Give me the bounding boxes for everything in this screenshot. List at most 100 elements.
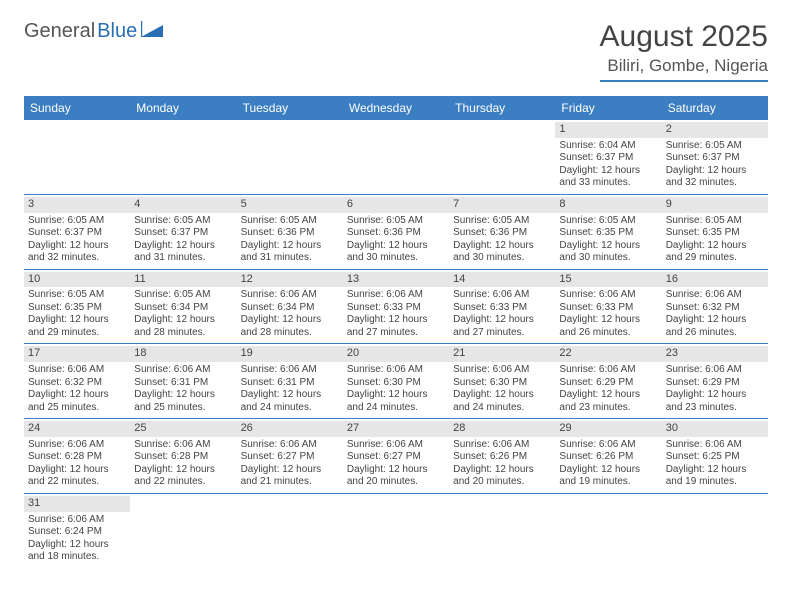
calendar-cell: 27Sunrise: 6:06 AMSunset: 6:27 PMDayligh… [343,419,449,493]
sunrise-text: Sunrise: 6:06 AM [347,439,445,452]
sunset-text: Sunset: 6:30 PM [453,377,551,390]
day-number: 29 [555,421,661,437]
calendar-body: 1Sunrise: 6:04 AMSunset: 6:37 PMDaylight… [24,120,768,568]
sunrise-text: Sunrise: 6:05 AM [666,140,764,153]
calendar-cell: 17Sunrise: 6:06 AMSunset: 6:32 PMDayligh… [24,344,130,418]
calendar-cell: 12Sunrise: 6:06 AMSunset: 6:34 PMDayligh… [237,270,343,344]
calendar: Sunday Monday Tuesday Wednesday Thursday… [24,96,768,568]
sunset-text: Sunset: 6:24 PM [28,526,126,539]
sunrise-text: Sunrise: 6:06 AM [134,364,232,377]
calendar-week: 24Sunrise: 6:06 AMSunset: 6:28 PMDayligh… [24,419,768,494]
daylight-text: Daylight: 12 hours and 21 minutes. [241,464,339,489]
day-number: 27 [343,421,449,437]
sunset-text: Sunset: 6:26 PM [559,451,657,464]
month-title: August 2025 [600,20,768,54]
daylight-text: Daylight: 12 hours and 26 minutes. [559,314,657,339]
sunset-text: Sunset: 6:27 PM [241,451,339,464]
calendar-week: 10Sunrise: 6:05 AMSunset: 6:35 PMDayligh… [24,270,768,345]
weekday-cell: Thursday [449,96,555,120]
calendar-cell: 11Sunrise: 6:05 AMSunset: 6:34 PMDayligh… [130,270,236,344]
daylight-text: Daylight: 12 hours and 29 minutes. [666,240,764,265]
calendar-cell: 31Sunrise: 6:06 AMSunset: 6:24 PMDayligh… [24,494,130,568]
day-number: 16 [662,272,768,288]
calendar-cell: 23Sunrise: 6:06 AMSunset: 6:29 PMDayligh… [662,344,768,418]
calendar-cell: 6Sunrise: 6:05 AMSunset: 6:36 PMDaylight… [343,195,449,269]
calendar-cell: 4Sunrise: 6:05 AMSunset: 6:37 PMDaylight… [130,195,236,269]
weekday-cell: Friday [555,96,661,120]
flag-icon [141,21,163,37]
sunset-text: Sunset: 6:29 PM [666,377,764,390]
calendar-cell: 8Sunrise: 6:05 AMSunset: 6:35 PMDaylight… [555,195,661,269]
sunset-text: Sunset: 6:37 PM [28,227,126,240]
sunset-text: Sunset: 6:25 PM [666,451,764,464]
sunset-text: Sunset: 6:31 PM [134,377,232,390]
sunrise-text: Sunrise: 6:05 AM [347,215,445,228]
calendar-cell: 10Sunrise: 6:05 AMSunset: 6:35 PMDayligh… [24,270,130,344]
day-number: 4 [130,197,236,213]
calendar-week: 31Sunrise: 6:06 AMSunset: 6:24 PMDayligh… [24,494,768,568]
sunrise-text: Sunrise: 6:05 AM [453,215,551,228]
sunrise-text: Sunrise: 6:06 AM [453,289,551,302]
day-number: 9 [662,197,768,213]
weekday-cell: Monday [130,96,236,120]
calendar-cell-empty [343,494,449,568]
daylight-text: Daylight: 12 hours and 25 minutes. [134,389,232,414]
logo-text-general: General [24,20,95,43]
daylight-text: Daylight: 12 hours and 31 minutes. [134,240,232,265]
sunset-text: Sunset: 6:26 PM [453,451,551,464]
calendar-cell: 25Sunrise: 6:06 AMSunset: 6:28 PMDayligh… [130,419,236,493]
daylight-text: Daylight: 12 hours and 32 minutes. [666,165,764,190]
daylight-text: Daylight: 12 hours and 28 minutes. [241,314,339,339]
calendar-cell: 29Sunrise: 6:06 AMSunset: 6:26 PMDayligh… [555,419,661,493]
logo-text-blue: Blue [97,20,137,43]
sunrise-text: Sunrise: 6:06 AM [666,289,764,302]
day-number: 8 [555,197,661,213]
sunrise-text: Sunrise: 6:06 AM [559,289,657,302]
day-number: 22 [555,346,661,362]
sunrise-text: Sunrise: 6:06 AM [347,364,445,377]
sunrise-text: Sunrise: 6:06 AM [241,364,339,377]
day-number: 15 [555,272,661,288]
daylight-text: Daylight: 12 hours and 30 minutes. [347,240,445,265]
calendar-cell-empty [237,120,343,194]
sunrise-text: Sunrise: 6:04 AM [559,140,657,153]
sunset-text: Sunset: 6:36 PM [453,227,551,240]
calendar-cell-empty [130,120,236,194]
daylight-text: Daylight: 12 hours and 27 minutes. [347,314,445,339]
calendar-cell-empty [343,120,449,194]
calendar-cell: 20Sunrise: 6:06 AMSunset: 6:30 PMDayligh… [343,344,449,418]
day-number: 31 [24,496,130,512]
calendar-cell-empty [130,494,236,568]
calendar-cell: 14Sunrise: 6:06 AMSunset: 6:33 PMDayligh… [449,270,555,344]
sunrise-text: Sunrise: 6:06 AM [241,439,339,452]
calendar-week: 1Sunrise: 6:04 AMSunset: 6:37 PMDaylight… [24,120,768,195]
daylight-text: Daylight: 12 hours and 29 minutes. [28,314,126,339]
calendar-cell: 7Sunrise: 6:05 AMSunset: 6:36 PMDaylight… [449,195,555,269]
sunrise-text: Sunrise: 6:05 AM [134,289,232,302]
day-number: 23 [662,346,768,362]
weekday-header: Sunday Monday Tuesday Wednesday Thursday… [24,96,768,120]
sunrise-text: Sunrise: 6:06 AM [28,439,126,452]
sunset-text: Sunset: 6:35 PM [559,227,657,240]
sunrise-text: Sunrise: 6:06 AM [559,439,657,452]
daylight-text: Daylight: 12 hours and 31 minutes. [241,240,339,265]
sunset-text: Sunset: 6:37 PM [134,227,232,240]
day-number: 12 [237,272,343,288]
sunrise-text: Sunrise: 6:06 AM [241,289,339,302]
daylight-text: Daylight: 12 hours and 24 minutes. [453,389,551,414]
day-number: 3 [24,197,130,213]
day-number: 1 [555,122,661,138]
day-number: 28 [449,421,555,437]
sunset-text: Sunset: 6:36 PM [241,227,339,240]
sunrise-text: Sunrise: 6:06 AM [453,439,551,452]
sunrise-text: Sunrise: 6:06 AM [559,364,657,377]
day-number: 6 [343,197,449,213]
sunrise-text: Sunrise: 6:06 AM [666,439,764,452]
calendar-page: GeneralBlue August 2025 Biliri, Gombe, N… [0,0,792,588]
day-number: 19 [237,346,343,362]
sunset-text: Sunset: 6:32 PM [666,302,764,315]
calendar-week: 3Sunrise: 6:05 AMSunset: 6:37 PMDaylight… [24,195,768,270]
sunset-text: Sunset: 6:34 PM [134,302,232,315]
calendar-cell: 16Sunrise: 6:06 AMSunset: 6:32 PMDayligh… [662,270,768,344]
sunset-text: Sunset: 6:28 PM [134,451,232,464]
